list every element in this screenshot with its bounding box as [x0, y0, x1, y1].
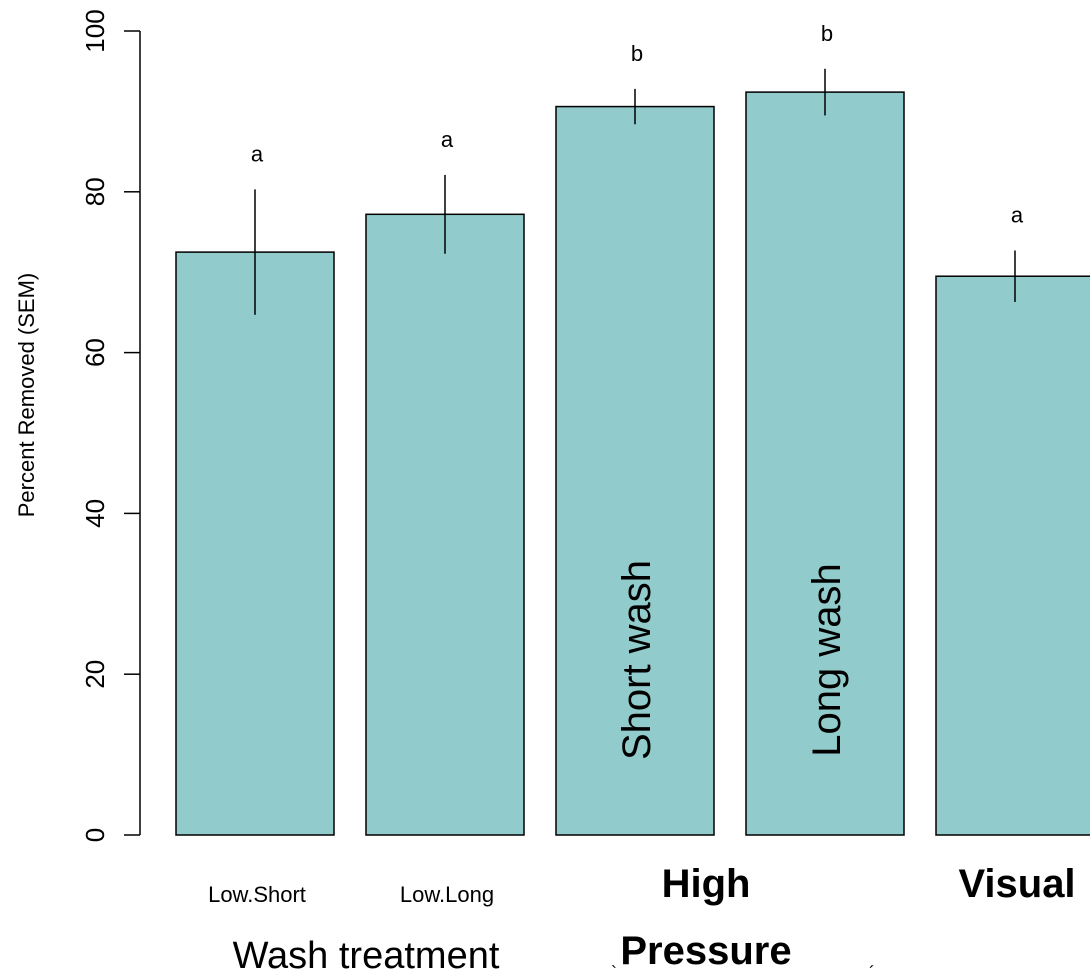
annotations: a Low.Short a Low.Long b Short wash b Long wash… — [208, 21, 1075, 979]
y-tick-label: 100 — [80, 9, 110, 52]
stray-mark: ´ — [869, 963, 875, 979]
y-axis: 0 20 40 60 80 100 — [80, 9, 141, 842]
significance-letter: b — [631, 41, 643, 66]
in-bar-label: Short wash — [615, 560, 659, 760]
category-label: Low.Short — [208, 882, 306, 907]
x-axis-label: Wash treatment — [233, 935, 500, 977]
bars — [175, 68, 1090, 836]
bar — [365, 213, 525, 836]
stray-mark: ` — [611, 963, 617, 979]
y-tick-label: 60 — [80, 338, 110, 367]
bar — [935, 275, 1090, 836]
significance-letter: a — [1011, 202, 1024, 227]
group-label: Visual — [958, 862, 1075, 906]
bar — [745, 91, 905, 836]
y-tick-label: 40 — [80, 499, 110, 528]
in-bar-label: Long wash — [805, 563, 849, 756]
significance-letter: b — [821, 21, 833, 46]
y-tick-label: 80 — [80, 177, 110, 206]
group-label: High — [662, 862, 751, 906]
significance-letter: a — [441, 127, 454, 152]
group-label: Pressure — [620, 929, 791, 973]
y-tick-label: 20 — [80, 660, 110, 689]
y-tick-label: 0 — [80, 828, 110, 842]
bar — [175, 251, 335, 836]
significance-letter: a — [251, 141, 264, 166]
category-label: Low.Long — [400, 882, 494, 907]
y-axis-label: Percent Removed (SEM) — [14, 273, 39, 518]
bar — [555, 105, 715, 836]
